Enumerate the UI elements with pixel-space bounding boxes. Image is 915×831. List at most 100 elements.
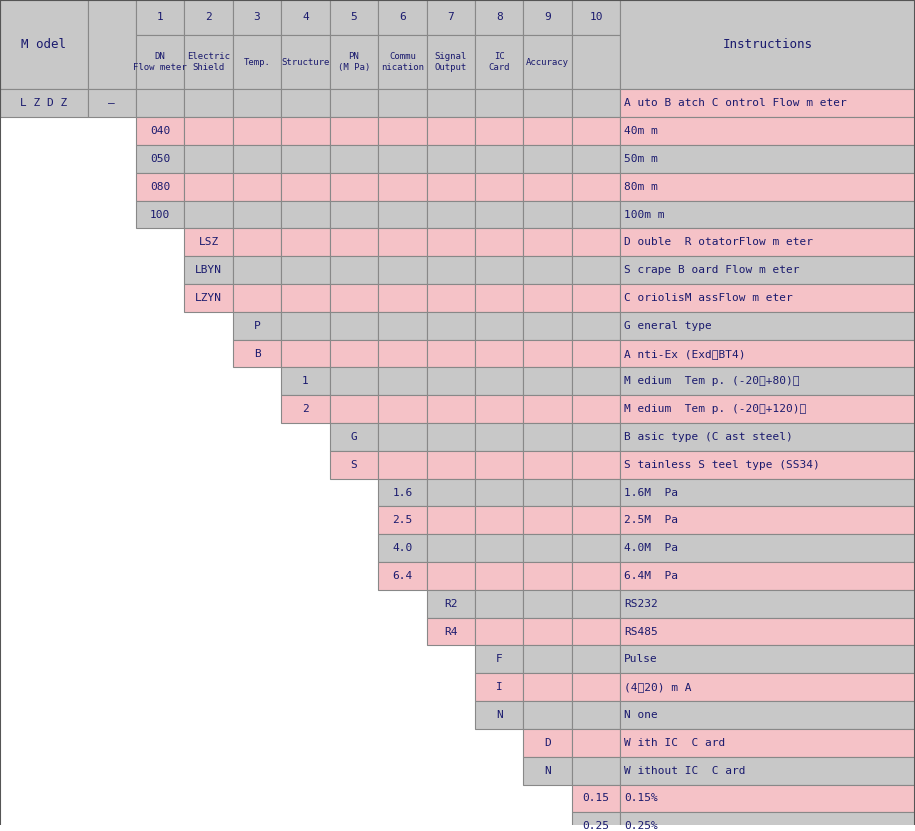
Text: Commu
nication: Commu nication xyxy=(381,52,424,71)
Bar xyxy=(378,145,426,173)
Bar xyxy=(572,340,620,367)
Bar xyxy=(523,534,572,562)
Text: 10: 10 xyxy=(589,12,603,22)
Bar xyxy=(572,729,620,757)
Text: N: N xyxy=(496,710,502,720)
Bar xyxy=(281,396,329,423)
Bar xyxy=(378,200,426,229)
Bar xyxy=(426,367,475,396)
Bar xyxy=(281,367,329,396)
Bar xyxy=(475,534,523,562)
Bar xyxy=(426,562,475,590)
Bar xyxy=(572,506,620,534)
Bar xyxy=(378,396,426,423)
Bar xyxy=(0,90,88,117)
Bar xyxy=(572,646,620,673)
Bar xyxy=(378,479,426,506)
Text: B asic type (C ast steel): B asic type (C ast steel) xyxy=(624,432,793,442)
Text: 100: 100 xyxy=(150,209,170,219)
Bar xyxy=(572,757,620,784)
Bar xyxy=(620,701,915,729)
Bar xyxy=(475,284,523,312)
Bar xyxy=(378,0,426,35)
Text: Pulse: Pulse xyxy=(624,654,658,665)
Bar xyxy=(475,617,523,646)
Bar xyxy=(523,701,572,729)
Bar xyxy=(426,35,475,90)
Bar xyxy=(233,35,281,90)
Bar xyxy=(620,256,915,284)
Bar xyxy=(185,256,233,284)
Text: —: — xyxy=(108,98,115,108)
Text: A uto B atch C ontrol Flow m eter: A uto B atch C ontrol Flow m eter xyxy=(624,98,847,108)
Bar xyxy=(475,701,523,729)
Bar xyxy=(620,534,915,562)
Bar xyxy=(281,117,329,145)
Bar xyxy=(523,506,572,534)
Bar xyxy=(523,229,572,256)
Bar xyxy=(572,284,620,312)
Bar xyxy=(620,367,915,396)
Bar xyxy=(136,173,185,200)
Bar xyxy=(523,396,572,423)
Bar xyxy=(378,284,426,312)
Bar xyxy=(620,562,915,590)
Bar xyxy=(475,340,523,367)
Bar xyxy=(185,200,233,229)
Bar xyxy=(233,90,281,117)
Bar xyxy=(136,0,185,35)
Bar xyxy=(523,729,572,757)
Bar xyxy=(475,256,523,284)
Bar xyxy=(620,173,915,200)
Bar xyxy=(523,757,572,784)
Bar xyxy=(572,117,620,145)
Text: S: S xyxy=(350,460,358,470)
Bar xyxy=(136,145,185,173)
Bar xyxy=(426,90,475,117)
Bar xyxy=(620,757,915,784)
Bar xyxy=(378,506,426,534)
Bar xyxy=(620,396,915,423)
Bar xyxy=(620,673,915,701)
Bar xyxy=(136,90,185,117)
Bar xyxy=(233,145,281,173)
Bar xyxy=(523,423,572,451)
Bar xyxy=(475,479,523,506)
Text: IC
Card: IC Card xyxy=(489,52,510,71)
Bar xyxy=(136,35,185,90)
Text: 5: 5 xyxy=(350,12,358,22)
Bar xyxy=(475,117,523,145)
Bar xyxy=(523,35,572,90)
Bar xyxy=(572,145,620,173)
Text: 2: 2 xyxy=(205,12,212,22)
Bar xyxy=(185,35,233,90)
Bar xyxy=(185,117,233,145)
Bar xyxy=(281,200,329,229)
Bar xyxy=(281,229,329,256)
Bar xyxy=(572,396,620,423)
Bar xyxy=(329,256,378,284)
Bar xyxy=(475,590,523,617)
Text: M edium  Tem p. (-20～+80)℃: M edium Tem p. (-20～+80)℃ xyxy=(624,376,800,386)
Text: R2: R2 xyxy=(444,599,458,609)
Bar xyxy=(523,451,572,479)
Text: 50m m: 50m m xyxy=(624,154,658,164)
Bar xyxy=(185,229,233,256)
Text: D ouble  R otatorFlow m eter: D ouble R otatorFlow m eter xyxy=(624,238,813,248)
Bar xyxy=(475,367,523,396)
Text: 1.6: 1.6 xyxy=(393,488,413,498)
Bar xyxy=(572,367,620,396)
Text: LZYN: LZYN xyxy=(195,293,222,303)
Bar xyxy=(378,229,426,256)
Bar xyxy=(185,0,233,35)
Bar xyxy=(620,200,915,229)
Bar xyxy=(475,173,523,200)
Bar xyxy=(572,534,620,562)
Bar xyxy=(572,312,620,340)
Text: I: I xyxy=(496,682,502,692)
Bar xyxy=(620,229,915,256)
Bar xyxy=(281,284,329,312)
Bar xyxy=(523,617,572,646)
Text: 2: 2 xyxy=(302,404,309,414)
Bar xyxy=(620,284,915,312)
